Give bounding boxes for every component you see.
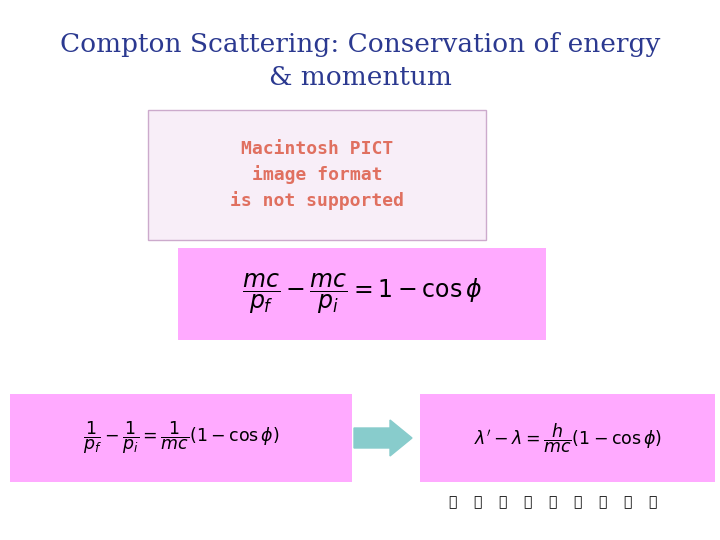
FancyArrow shape [354,420,412,456]
Text: $\lambda' - \lambda = \dfrac{h}{mc}(1-\cos\phi)$: $\lambda' - \lambda = \dfrac{h}{mc}(1-\c… [474,421,662,455]
Text: 🔥: 🔥 [473,495,481,509]
Text: Compton Scattering: Conservation of energy
& momentum: Compton Scattering: Conservation of ener… [60,32,660,90]
FancyBboxPatch shape [178,248,546,340]
Text: 🔥: 🔥 [548,495,556,509]
Text: 🔥: 🔥 [648,495,656,509]
FancyBboxPatch shape [10,394,352,482]
Text: 🔥: 🔥 [598,495,606,509]
FancyBboxPatch shape [420,394,715,482]
Text: 🔥: 🔥 [523,495,531,509]
Text: 🔥: 🔥 [573,495,581,509]
Text: $\dfrac{1}{p_f} - \dfrac{1}{p_i} = \dfrac{1}{mc}(1-\cos\phi)$: $\dfrac{1}{p_f} - \dfrac{1}{p_i} = \dfra… [83,420,279,456]
Text: Macintosh PICT
image format
is not supported: Macintosh PICT image format is not suppo… [230,139,404,211]
Text: 🔥: 🔥 [448,495,456,509]
Text: 🔥: 🔥 [623,495,631,509]
Text: $\dfrac{mc}{p_f} - \dfrac{mc}{p_i} = 1 - \cos\phi$: $\dfrac{mc}{p_f} - \dfrac{mc}{p_i} = 1 -… [242,272,482,316]
Text: 🔥: 🔥 [498,495,506,509]
FancyBboxPatch shape [148,110,486,240]
